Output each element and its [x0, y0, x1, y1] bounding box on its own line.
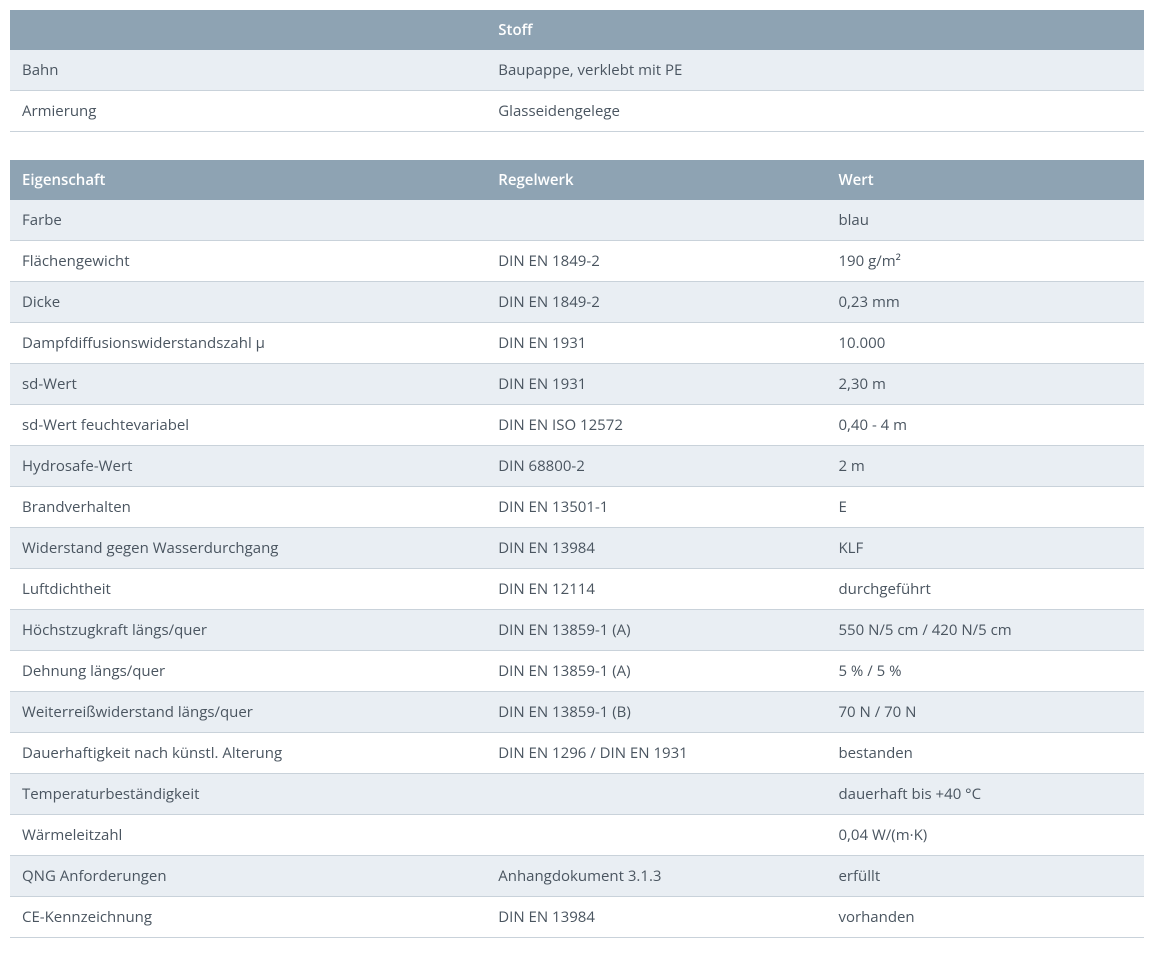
table-row: Dauerhaftigkeit nach künstl. AlterungDIN… — [10, 733, 1144, 774]
cell-property: Luftdichtheit — [10, 569, 486, 610]
cell-standard: DIN EN 1931 — [486, 323, 826, 364]
table-header-row: Eigenschaft Regelwerk Wert — [10, 160, 1144, 200]
table-row: QNG AnforderungenAnhangdokument 3.1.3erf… — [10, 856, 1144, 897]
cell-standard: DIN EN 13984 — [486, 897, 826, 938]
cell-value: durchgeführt — [826, 569, 1144, 610]
material-table: Stoff Bahn Baupappe, verklebt mit PE Arm… — [10, 10, 1144, 132]
cell-value: E — [826, 487, 1144, 528]
table-row: sd-Wert feuchtevariabelDIN EN ISO 125720… — [10, 405, 1144, 446]
cell-value: 2,30 m — [826, 364, 1144, 405]
cell-value: 0,04 W/(m·K) — [826, 815, 1144, 856]
cell-standard: DIN EN 13984 — [486, 528, 826, 569]
table-row: Weiterreißwiderstand längs/querDIN EN 13… — [10, 692, 1144, 733]
table-row: Dehnung längs/querDIN EN 13859-1 (A)5 % … — [10, 651, 1144, 692]
cell-standard — [486, 200, 826, 241]
cell-standard: DIN 68800-2 — [486, 446, 826, 487]
cell-property: sd-Wert feuchtevariabel — [10, 405, 486, 446]
cell-value: 0,23 mm — [826, 282, 1144, 323]
col-header-wert: Wert — [826, 160, 1144, 200]
table-row: Dampfdiffusionswiderstandszahl µDIN EN 1… — [10, 323, 1144, 364]
cell-property: Dampfdiffusionswiderstandszahl µ — [10, 323, 486, 364]
cell-value: blau — [826, 200, 1144, 241]
table-row: Armierung Glasseidengelege — [10, 91, 1144, 132]
cell-property: Hydrosafe-Wert — [10, 446, 486, 487]
table-row: FlächengewichtDIN EN 1849-2190 g/m² — [10, 241, 1144, 282]
cell-value: 550 N/5 cm / 420 N/5 cm — [826, 610, 1144, 651]
cell-standard — [486, 815, 826, 856]
cell-property: Widerstand gegen Wasserdurchgang — [10, 528, 486, 569]
cell-standard: Anhangdokument 3.1.3 — [486, 856, 826, 897]
cell-value: 70 N / 70 N — [826, 692, 1144, 733]
properties-table: Eigenschaft Regelwerk Wert Farbe blau Flä… — [10, 160, 1144, 938]
cell-standard: DIN EN ISO 12572 — [486, 405, 826, 446]
col-header-eigenschaft: Eigenschaft — [10, 160, 486, 200]
cell-property: Höchstzugkraft längs/quer — [10, 610, 486, 651]
table-row: Temperaturbeständigkeit dauerhaft bis +40… — [10, 774, 1144, 815]
table-row: BrandverhaltenDIN EN 13501-1E — [10, 487, 1144, 528]
col-header-empty — [10, 10, 486, 50]
table-row: Höchstzugkraft längs/querDIN EN 13859-1 … — [10, 610, 1144, 651]
cell-property: Dehnung längs/quer — [10, 651, 486, 692]
cell-standard: DIN EN 13859-1 (A) — [486, 610, 826, 651]
cell-property: Dicke — [10, 282, 486, 323]
cell-value: 10.000 — [826, 323, 1144, 364]
cell-standard: DIN EN 13859-1 (B) — [486, 692, 826, 733]
cell-property: Dauerhaftigkeit nach künstl. Alterung — [10, 733, 486, 774]
cell-value: 0,40 - 4 m — [826, 405, 1144, 446]
cell-property: Temperaturbeständigkeit — [10, 774, 486, 815]
table-row: DickeDIN EN 1849-20,23 mm — [10, 282, 1144, 323]
cell-property: CE-Kennzeichnung — [10, 897, 486, 938]
cell-standard: DIN EN 1931 — [486, 364, 826, 405]
cell-property: Flächengewicht — [10, 241, 486, 282]
cell-standard: DIN EN 12114 — [486, 569, 826, 610]
cell-label: Bahn — [10, 50, 486, 91]
cell-value: KLF — [826, 528, 1144, 569]
cell-property: Farbe — [10, 200, 486, 241]
cell-value: Baupappe, verklebt mit PE — [486, 50, 1144, 91]
cell-property: QNG Anforderungen — [10, 856, 486, 897]
cell-standard: DIN EN 1849-2 — [486, 241, 826, 282]
cell-standard: DIN EN 13501-1 — [486, 487, 826, 528]
cell-property: Brandverhalten — [10, 487, 486, 528]
table-row: Hydrosafe-WertDIN 68800-22 m — [10, 446, 1144, 487]
cell-property: Weiterreißwiderstand längs/quer — [10, 692, 486, 733]
cell-standard: DIN EN 13859-1 (A) — [486, 651, 826, 692]
cell-standard: DIN EN 1849-2 — [486, 282, 826, 323]
table-row: Wärmeleitzahl 0,04 W/(m·K) — [10, 815, 1144, 856]
col-header-regelwerk: Regelwerk — [486, 160, 826, 200]
table-header-row: Stoff — [10, 10, 1144, 50]
cell-standard — [486, 774, 826, 815]
cell-value: vorhanden — [826, 897, 1144, 938]
table-row: sd-WertDIN EN 19312,30 m — [10, 364, 1144, 405]
cell-value: erfüllt — [826, 856, 1144, 897]
cell-property: sd-Wert — [10, 364, 486, 405]
cell-value: 5 % / 5 % — [826, 651, 1144, 692]
table-row: LuftdichtheitDIN EN 12114durchgeführt — [10, 569, 1144, 610]
cell-property: Wärmeleitzahl — [10, 815, 486, 856]
table-row: CE-KennzeichnungDIN EN 13984vorhanden — [10, 897, 1144, 938]
col-header-stoff: Stoff — [486, 10, 1144, 50]
cell-value: 2 m — [826, 446, 1144, 487]
cell-value: Glasseidengelege — [486, 91, 1144, 132]
table-row: Farbe blau — [10, 200, 1144, 241]
cell-standard: DIN EN 1296 / DIN EN 1931 — [486, 733, 826, 774]
table-row: Widerstand gegen WasserdurchgangDIN EN 1… — [10, 528, 1144, 569]
table-row: Bahn Baupappe, verklebt mit PE — [10, 50, 1144, 91]
cell-value: 190 g/m² — [826, 241, 1144, 282]
cell-value: bestanden — [826, 733, 1144, 774]
cell-label: Armierung — [10, 91, 486, 132]
cell-value: dauerhaft bis +40 °C — [826, 774, 1144, 815]
